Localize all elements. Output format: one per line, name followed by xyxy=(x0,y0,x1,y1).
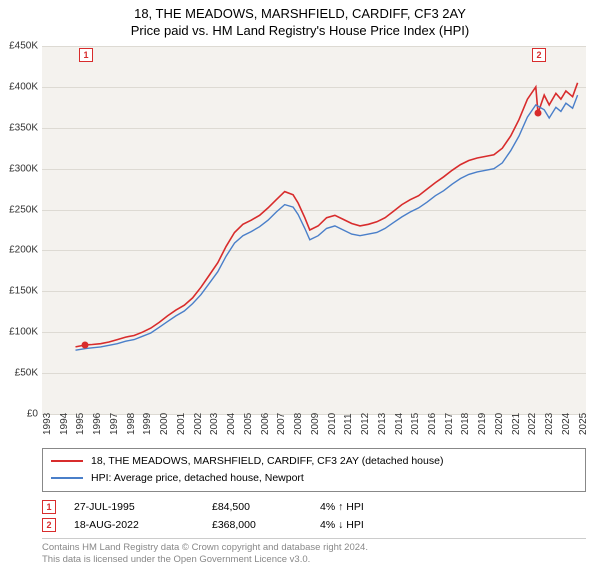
event-pct: 4% ↓ HPI xyxy=(320,519,410,531)
x-tick-label: 2007 xyxy=(276,413,287,435)
x-tick-label: 2020 xyxy=(494,413,505,435)
x-tick-label: 2025 xyxy=(578,413,589,435)
x-tick-label: 2018 xyxy=(460,413,471,435)
legend-box: 18, THE MEADOWS, MARSHFIELD, CARDIFF, CF… xyxy=(42,448,586,492)
x-tick-label: 2004 xyxy=(226,413,237,435)
event-pct: 4% ↑ HPI xyxy=(320,501,410,513)
event-date: 18-AUG-2022 xyxy=(74,519,194,531)
x-tick-label: 2005 xyxy=(243,413,254,435)
x-tick-label: 2016 xyxy=(427,413,438,435)
chart-subtitle: Price paid vs. HM Land Registry's House … xyxy=(0,23,600,42)
x-tick-label: 2011 xyxy=(343,413,354,435)
line-series-layer xyxy=(42,46,586,414)
event-dot xyxy=(82,341,89,348)
x-tick-label: 2014 xyxy=(394,413,405,435)
y-tick-label: £250K xyxy=(0,204,38,215)
x-tick-label: 2012 xyxy=(360,413,371,435)
y-tick-label: £200K xyxy=(0,245,38,256)
x-tick-label: 1993 xyxy=(42,413,53,435)
event-price: £368,000 xyxy=(212,519,302,531)
y-tick-label: £0 xyxy=(0,409,38,420)
footer-line-1: Contains HM Land Registry data © Crown c… xyxy=(42,542,586,554)
x-tick-label: 2019 xyxy=(477,413,488,435)
event-dot xyxy=(534,110,541,117)
legend-swatch xyxy=(51,460,83,462)
x-tick-label: 2024 xyxy=(561,413,572,435)
x-tick-label: 2010 xyxy=(327,413,338,435)
series-line xyxy=(76,83,578,347)
x-tick-label: 1994 xyxy=(59,413,70,435)
x-tick-label: 2021 xyxy=(511,413,522,435)
series-line xyxy=(76,95,578,350)
event-row: 2 18-AUG-2022 £368,000 4% ↓ HPI xyxy=(42,516,586,534)
x-tick-label: 2023 xyxy=(544,413,555,435)
x-tick-label: 2003 xyxy=(209,413,220,435)
x-tick-label: 2000 xyxy=(159,413,170,435)
event-price: £84,500 xyxy=(212,501,302,513)
x-tick-label: 1995 xyxy=(75,413,86,435)
plot-area: 12 £0£50K£100K£150K£200K£250K£300K£350K£… xyxy=(42,46,586,414)
x-tick-label: 1998 xyxy=(126,413,137,435)
event-marker: 1 xyxy=(79,48,93,62)
x-tick-label: 2015 xyxy=(410,413,421,435)
x-tick-label: 1997 xyxy=(109,413,120,435)
x-tick-label: 2006 xyxy=(260,413,271,435)
x-tick-label: 2008 xyxy=(293,413,304,435)
x-tick-label: 2002 xyxy=(193,413,204,435)
events-table: 1 27-JUL-1995 £84,500 4% ↑ HPI 2 18-AUG-2022 £… xyxy=(42,498,586,534)
x-tick-label: 2022 xyxy=(527,413,538,435)
bottom-panel: 18, THE MEADOWS, MARSHFIELD, CARDIFF, CF… xyxy=(42,448,586,566)
x-tick-label: 1999 xyxy=(142,413,153,435)
y-tick-label: £100K xyxy=(0,327,38,338)
y-tick-label: £350K xyxy=(0,122,38,133)
y-tick-label: £450K xyxy=(0,41,38,52)
event-date: 27-JUL-1995 xyxy=(74,501,194,513)
event-number-box: 2 xyxy=(42,518,56,532)
y-tick-label: £150K xyxy=(0,286,38,297)
legend-item: HPI: Average price, detached house, Newp… xyxy=(51,470,577,487)
legend-label: 18, THE MEADOWS, MARSHFIELD, CARDIFF, CF… xyxy=(91,453,443,470)
y-tick-label: £300K xyxy=(0,163,38,174)
legend-item: 18, THE MEADOWS, MARSHFIELD, CARDIFF, CF… xyxy=(51,453,577,470)
chart-title: 18, THE MEADOWS, MARSHFIELD, CARDIFF, CF… xyxy=(0,0,600,23)
event-number-box: 1 xyxy=(42,500,56,514)
x-tick-label: 2001 xyxy=(176,413,187,435)
y-tick-label: £400K xyxy=(0,81,38,92)
legend-label: HPI: Average price, detached house, Newp… xyxy=(91,470,304,487)
y-tick-label: £50K xyxy=(0,368,38,379)
chart-container: 18, THE MEADOWS, MARSHFIELD, CARDIFF, CF… xyxy=(0,0,600,560)
x-tick-label: 2017 xyxy=(444,413,455,435)
legend-swatch xyxy=(51,477,83,479)
x-tick-label: 1996 xyxy=(92,413,103,435)
x-tick-label: 2013 xyxy=(377,413,388,435)
x-tick-label: 2009 xyxy=(310,413,321,435)
attribution-footer: Contains HM Land Registry data © Crown c… xyxy=(42,538,586,566)
event-row: 1 27-JUL-1995 £84,500 4% ↑ HPI xyxy=(42,498,586,516)
event-marker: 2 xyxy=(532,48,546,62)
